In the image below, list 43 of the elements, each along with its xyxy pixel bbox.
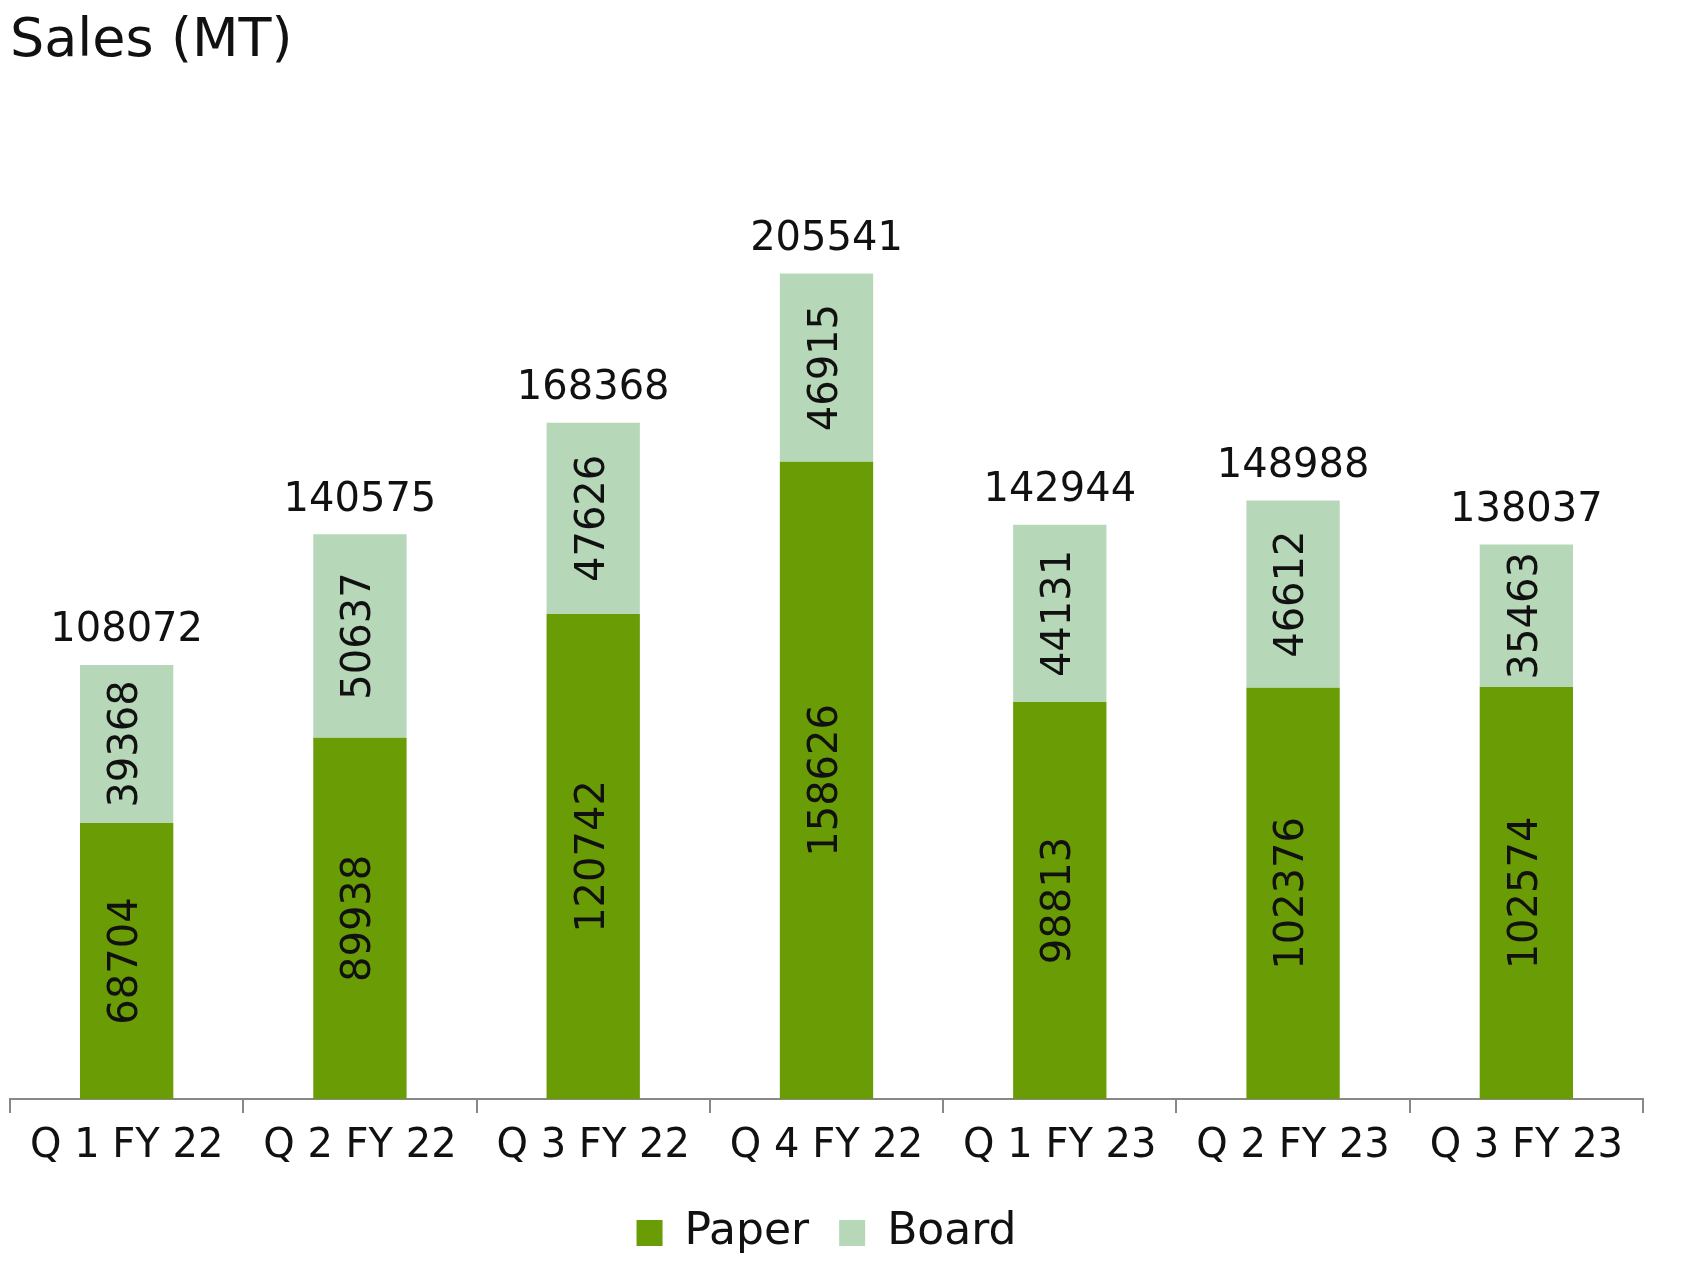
data-label: 102574 <box>1499 816 1546 970</box>
x-tick-label: Q 2 FY 22 <box>263 1120 457 1167</box>
x-tick-label: Q 1 FY 23 <box>963 1120 1157 1167</box>
data-label: 158626 <box>799 704 846 857</box>
total-label: 140575 <box>283 473 437 520</box>
bar <box>779 461 874 1099</box>
bar <box>313 737 407 1099</box>
data-label: 35463 <box>1499 552 1546 680</box>
bar <box>1013 524 1107 703</box>
chart-title: Sales (MT) <box>10 6 293 70</box>
total-label: 138037 <box>1450 483 1603 530</box>
total-label: 205541 <box>750 212 903 259</box>
bar <box>546 614 640 1099</box>
bar <box>1246 687 1340 1099</box>
x-tick-label: Q 3 FY 22 <box>496 1120 690 1167</box>
x-tick-label: Q 4 FY 22 <box>729 1120 924 1167</box>
bar <box>1479 686 1574 1099</box>
x-tick-label: Q 1 FY 22 <box>29 1120 224 1167</box>
bar <box>1246 500 1340 688</box>
total-label: 148988 <box>1216 439 1370 486</box>
bar <box>1013 702 1107 1099</box>
legend-label: Board <box>887 1203 1017 1255</box>
data-label: 46612 <box>1266 530 1313 658</box>
total-label: 108072 <box>50 604 203 651</box>
data-label: 44131 <box>1033 549 1080 678</box>
x-tick-label: Q 2 FY 23 <box>1196 1120 1390 1167</box>
data-label: 68704 <box>100 897 147 1025</box>
data-label: 98813 <box>1033 836 1080 965</box>
data-label: 120742 <box>566 780 613 933</box>
bar <box>79 823 174 1099</box>
bar <box>546 422 640 614</box>
total-label: 142944 <box>983 464 1137 511</box>
data-label: 39368 <box>100 680 147 808</box>
x-tick-label: Q 3 FY 23 <box>1429 1120 1624 1167</box>
bar <box>313 534 407 738</box>
legend-label: Paper <box>684 1203 811 1255</box>
data-label: 102376 <box>1266 817 1313 970</box>
data-label: 47626 <box>566 454 613 582</box>
data-label: 89938 <box>333 854 380 982</box>
total-label: 168368 <box>516 362 670 409</box>
data-label: 46915 <box>799 303 846 432</box>
data-label: 50637 <box>333 572 380 700</box>
bar <box>779 273 874 462</box>
